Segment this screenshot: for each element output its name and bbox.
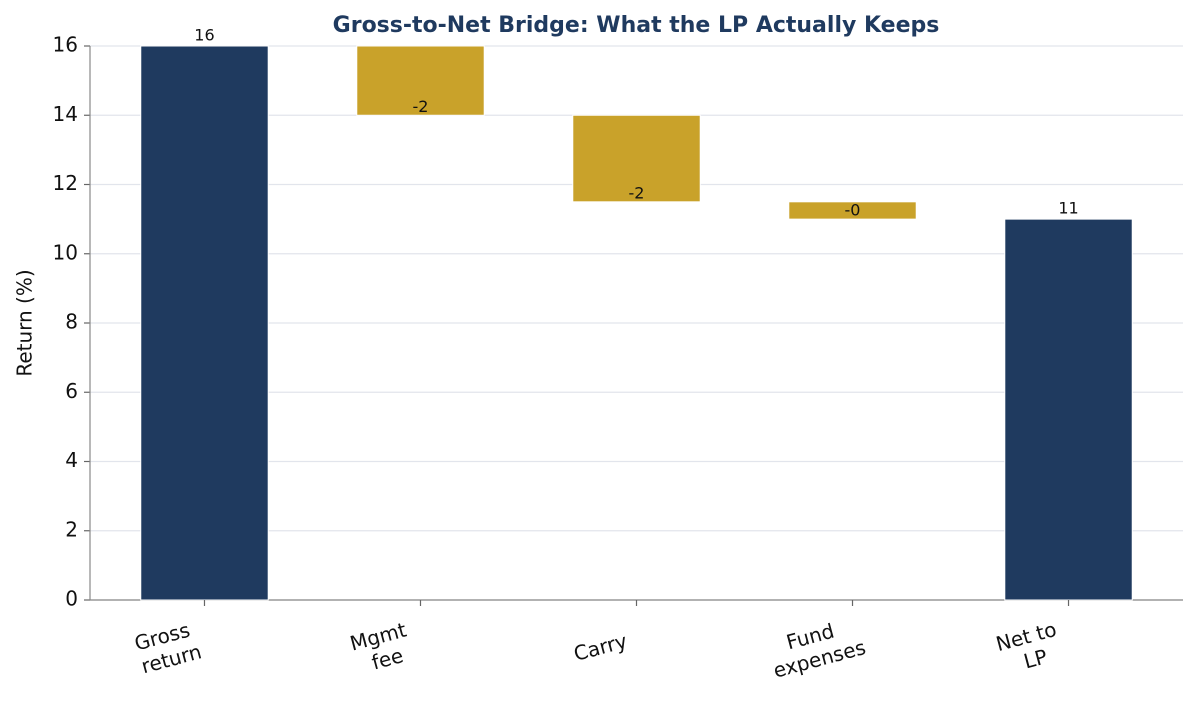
value-label: -0 [845,201,861,220]
x-tick-label: Gross return [132,616,205,679]
x-tick-label: Fund expenses [764,611,868,682]
y-tick-label: 16 [53,33,78,57]
value-label: -2 [629,183,645,202]
value-label: 16 [194,26,214,45]
bar [788,201,917,220]
x-tick-label: Net to LP [993,615,1071,679]
y-tick-label: 0 [65,587,78,611]
chart-title: Gross-to-Net Bridge: What the LP Actuall… [333,13,940,38]
value-label: 11 [1058,199,1078,218]
y-tick-label: 2 [65,517,78,541]
bar [356,45,485,116]
y-tick-label: 10 [53,240,78,264]
y-axis-label: Return (%) [13,269,37,376]
bar [1004,218,1133,601]
y-tick-label: 12 [53,171,78,195]
y-tick-label: 8 [65,310,78,334]
y-tick-label: 14 [53,102,78,126]
bar [572,114,701,203]
bar [140,45,269,601]
y-tick-label: 6 [65,379,78,403]
y-tick-label: 4 [65,448,78,472]
x-tick-label: Mgmt fee [347,615,421,678]
x-tick-label: Carry [571,628,630,665]
value-label: -2 [413,97,429,116]
